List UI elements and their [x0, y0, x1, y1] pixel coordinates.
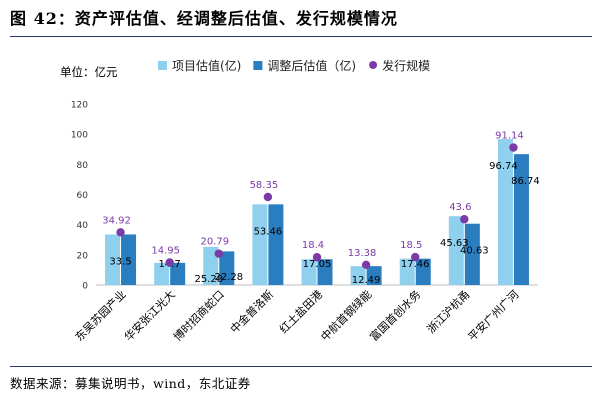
bar-valuation	[154, 262, 170, 285]
x-tick-label: 红土盐田港	[277, 288, 325, 336]
y-tick-label: 0	[82, 282, 88, 292]
bar-valuation-label: 53.46	[254, 226, 283, 237]
y-tick-label: 80	[77, 161, 89, 171]
y-tick-label: 60	[77, 191, 89, 201]
bar-adjusted	[121, 234, 137, 285]
bar-valuation	[448, 216, 464, 285]
legend-issue-size-marker	[369, 61, 378, 69]
legend-valuation: 项目估值(亿)	[172, 58, 241, 73]
bar-valuation-label: 96.74	[489, 161, 518, 172]
point-issue-size-label: 91.14	[495, 131, 524, 142]
x-tick-label: 博时招商蛇口	[170, 287, 227, 344]
point-issue-size	[411, 252, 420, 262]
bar-adjusted	[513, 154, 529, 285]
bar-valuation	[301, 259, 317, 285]
point-issue-size-label: 13.38	[348, 248, 377, 259]
bar-valuation-label: 33.5	[109, 256, 131, 267]
unit-label: 单位：亿元	[60, 65, 118, 79]
bar-adjusted	[268, 204, 284, 285]
point-issue-size-label: 18.5	[400, 240, 422, 251]
bar-adjusted-label: 22.28	[214, 272, 243, 283]
x-tick-label: 中金普洛斯	[227, 287, 276, 336]
point-issue-size	[116, 228, 125, 237]
point-issue-size	[460, 215, 469, 224]
bar-valuation	[497, 139, 513, 285]
x-tick-label: 华安张江光大	[121, 287, 178, 344]
source-rule	[10, 366, 592, 367]
x-tick-label: 富国首创水务	[367, 287, 424, 344]
bar-valuation-label: 45.63	[440, 238, 469, 249]
point-issue-size	[312, 253, 322, 262]
y-tick-label: 120	[71, 101, 88, 111]
bar-valuation-label: 17.46	[401, 259, 430, 270]
legend-adjusted-swatch	[253, 61, 263, 70]
point-issue-size-label: 43.6	[449, 202, 471, 213]
x-tick-label: 浙江沪杭甬	[424, 287, 473, 336]
legend-adjusted: 调整后估值（亿)	[267, 58, 356, 73]
bar-adjusted	[219, 251, 235, 285]
bar-valuation	[105, 234, 121, 285]
legend-valuation-swatch	[158, 61, 167, 70]
bar-adjusted	[415, 258, 431, 285]
bar-chart: 单位：亿元 项目估值(亿) 调整后估值（亿) 发行规模 0 20 40 60 80 100 120 3…	[60, 58, 540, 344]
bar-adjusted-label: 40.63	[460, 246, 489, 257]
bar-valuation	[252, 204, 268, 285]
bar-adjusted	[464, 223, 480, 285]
y-tick-label: 40	[77, 221, 89, 231]
title-rule	[10, 36, 592, 37]
point-issue-size-label: 18.4	[302, 240, 324, 251]
bar-adjusted-label: 86.74	[511, 176, 540, 187]
x-tick-label: 东吴苏园产业	[72, 287, 129, 344]
bar-adjusted	[366, 266, 382, 285]
point-issue-size	[509, 143, 518, 152]
point-issue-size-label: 14.95	[151, 245, 180, 256]
bar-valuation-label: 17.05	[303, 259, 332, 270]
bar-valuation	[203, 246, 219, 285]
point-issue-size-label: 58.35	[250, 180, 279, 191]
bar-adjusted	[317, 259, 333, 285]
bar-valuation-label: 25.28	[194, 274, 223, 285]
bar-adjusted	[170, 262, 186, 285]
point-issue-size-label: 34.92	[102, 215, 131, 226]
y-tick-label: 100	[71, 131, 88, 141]
source-note: 数据来源：募集说明书，wind，东北证券	[10, 376, 251, 391]
bar-valuation-label: 12.49	[352, 275, 381, 286]
bar-valuation	[399, 258, 415, 285]
legend-issue-size: 发行规模	[382, 58, 430, 73]
y-tick-label: 20	[77, 251, 89, 261]
point-issue-size	[263, 192, 273, 202]
point-issue-size-label: 20.79	[200, 237, 229, 248]
point-issue-size	[214, 249, 223, 258]
bar-valuation	[350, 266, 366, 285]
point-issue-size	[165, 258, 174, 267]
x-tick-label: 中航首钢绿能	[318, 287, 375, 344]
point-issue-size	[361, 260, 371, 270]
chart-title: 图 42：资产评估值、经调整后估值、发行规模情况	[10, 9, 398, 28]
x-tick-label: 平安广州广河	[465, 287, 522, 344]
